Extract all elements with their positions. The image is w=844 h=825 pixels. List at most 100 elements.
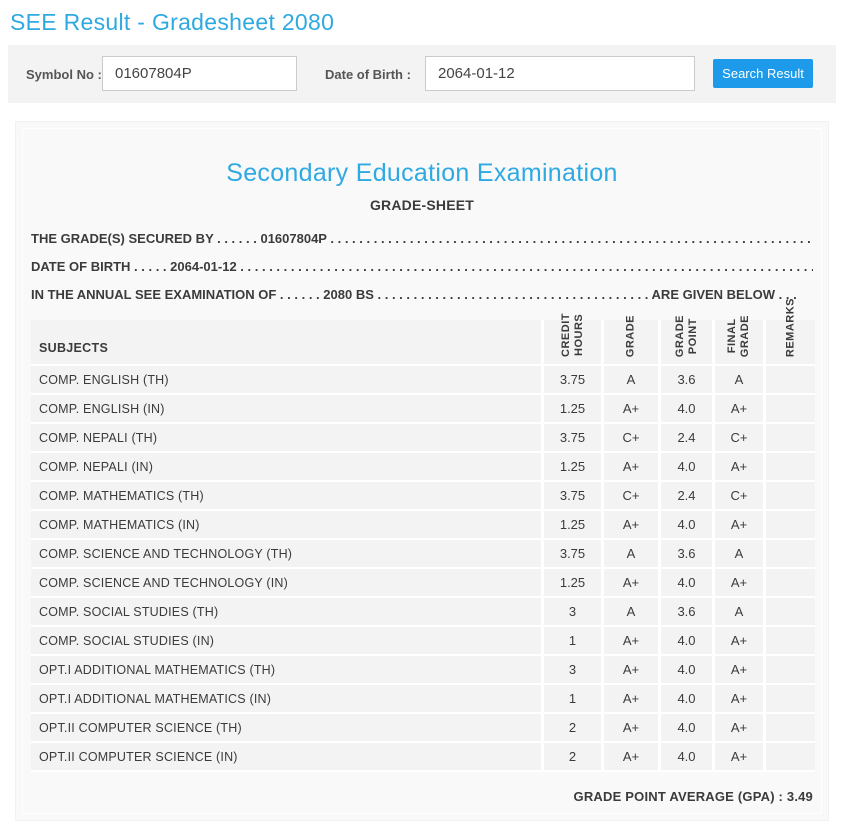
grade-cell: A — [604, 540, 661, 569]
subject-cell: COMP. NEPALI (IN) — [31, 453, 544, 482]
subject-cell: OPT.I ADDITIONAL MATHEMATICS (IN) — [31, 685, 544, 714]
info-lines: THE GRADE(S) SECURED BY . . . . . . 0160… — [31, 225, 813, 309]
dob-line-label: DATE OF BIRTH . . . . . — [31, 259, 167, 274]
remarks-cell — [766, 714, 815, 743]
dob-input[interactable] — [425, 56, 695, 91]
col-header-final-grade: FINAL GRADE — [715, 315, 766, 366]
subject-cell: OPT.II COMPUTER SCIENCE (IN) — [31, 743, 544, 772]
col-header-grade: GRADE — [604, 315, 661, 366]
grade-point-cell: 4.0 — [661, 714, 715, 743]
gradesheet-subtitle: GRADE-SHEET — [369, 197, 475, 213]
exam-year-label: IN THE ANNUAL SEE EXAMINATION OF . . . .… — [31, 287, 320, 302]
col-header-remarks: REMARKS — [766, 298, 815, 366]
table-row: COMP. MATHEMATICS (TH) 3.75 C+ 2.4 C+ — [31, 482, 815, 511]
final-grade-cell: A — [715, 598, 766, 627]
secured-by-line: THE GRADE(S) SECURED BY . . . . . . 0160… — [31, 225, 813, 253]
credit-hours-cell: 2 — [544, 714, 604, 743]
page-title: SEE Result - Gradesheet 2080 — [10, 9, 335, 35]
credit-hours-cell: 3.75 — [544, 366, 604, 395]
grades-table: SUBJECTS CREDIT HOURS GRADE GRADE POINT … — [31, 298, 815, 772]
remarks-cell — [766, 453, 815, 482]
grade-point-cell: 4.0 — [661, 743, 715, 772]
credit-hours-cell: 1.25 — [544, 453, 604, 482]
subject-cell: COMP. SOCIAL STUDIES (IN) — [31, 627, 544, 656]
table-row: COMP. SCIENCE AND TECHNOLOGY (IN) 1.25 A… — [31, 569, 815, 598]
table-row: COMP. NEPALI (IN) 1.25 A+ 4.0 A+ — [31, 453, 815, 482]
exam-year-value: 2080 BS — [323, 287, 374, 302]
subject-cell: OPT.II COMPUTER SCIENCE (TH) — [31, 714, 544, 743]
credit-hours-cell: 3.75 — [544, 424, 604, 453]
subject-cell: OPT.I ADDITIONAL MATHEMATICS (TH) — [31, 656, 544, 685]
table-row: COMP. SOCIAL STUDIES (TH) 3 A 3.6 A — [31, 598, 815, 627]
final-grade-cell: A — [715, 540, 766, 569]
credit-hours-cell: 1.25 — [544, 511, 604, 540]
table-row: OPT.II COMPUTER SCIENCE (IN) 2 A+ 4.0 A+ — [31, 743, 815, 772]
subject-cell: COMP. SCIENCE AND TECHNOLOGY (TH) — [31, 540, 544, 569]
final-grade-cell: A — [715, 366, 766, 395]
gpa-value: 3.49 — [786, 789, 813, 804]
grade-point-cell: 2.4 — [661, 424, 715, 453]
subject-cell: COMP. MATHEMATICS (IN) — [31, 511, 544, 540]
grade-point-cell: 2.4 — [661, 482, 715, 511]
table-row: COMP. ENGLISH (IN) 1.25 A+ 4.0 A+ — [31, 395, 815, 424]
remarks-cell — [766, 482, 815, 511]
grade-point-cell: 4.0 — [661, 511, 715, 540]
grades-table-header: SUBJECTS CREDIT HOURS GRADE GRADE POINT … — [31, 298, 815, 366]
credit-hours-cell: 1.25 — [544, 569, 604, 598]
credit-hours-cell: 1.25 — [544, 395, 604, 424]
credit-hours-cell: 3 — [544, 598, 604, 627]
grade-cell: A+ — [604, 511, 661, 540]
remarks-cell — [766, 511, 815, 540]
table-row: COMP. NEPALI (TH) 3.75 C+ 2.4 C+ — [31, 424, 815, 453]
exam-year-line: IN THE ANNUAL SEE EXAMINATION OF . . . .… — [31, 281, 813, 309]
secured-by-label: THE GRADE(S) SECURED BY . . . . . . — [31, 231, 257, 246]
credit-hours-cell: 3.75 — [544, 482, 604, 511]
are-given-below-text: ARE GIVEN BELOW . . . — [651, 287, 797, 302]
dotted-filler: . . . . . . . . . . . . . . . . . . . . … — [377, 287, 649, 302]
credit-hours-cell: 3.75 — [544, 540, 604, 569]
symbol-no-input[interactable] — [102, 56, 297, 91]
subject-cell: COMP. MATHEMATICS (TH) — [31, 482, 544, 511]
grade-cell: A+ — [604, 714, 661, 743]
final-grade-cell: A+ — [715, 511, 766, 540]
final-grade-cell: A+ — [715, 714, 766, 743]
credit-hours-cell: 1 — [544, 627, 604, 656]
table-row: OPT.II COMPUTER SCIENCE (TH) 2 A+ 4.0 A+ — [31, 714, 815, 743]
table-row: OPT.I ADDITIONAL MATHEMATICS (IN) 1 A+ 4… — [31, 685, 815, 714]
dotted-filler: . . . . . . . . . . . . . . . . . . . . … — [330, 231, 813, 246]
gradesheet-panel: Secondary Education Examination GRADE-SH… — [15, 121, 829, 821]
search-result-button[interactable]: Search Result — [713, 59, 813, 88]
col-header-grade-point: GRADE POINT — [661, 315, 715, 366]
remarks-cell — [766, 366, 815, 395]
dotted-filler: . . . . . . . . . . . . . . . . . . . . … — [240, 259, 813, 274]
table-row: OPT.I ADDITIONAL MATHEMATICS (TH) 3 A+ 4… — [31, 656, 815, 685]
grade-cell: A+ — [604, 569, 661, 598]
credit-hours-cell: 3 — [544, 656, 604, 685]
subject-cell: COMP. NEPALI (TH) — [31, 424, 544, 453]
remarks-cell — [766, 598, 815, 627]
remarks-cell — [766, 395, 815, 424]
remarks-cell — [766, 569, 815, 598]
table-row: COMP. SOCIAL STUDIES (IN) 1 A+ 4.0 A+ — [31, 627, 815, 656]
subject-cell: COMP. SOCIAL STUDIES (TH) — [31, 598, 544, 627]
final-grade-cell: A+ — [715, 685, 766, 714]
final-grade-cell: C+ — [715, 482, 766, 511]
remarks-cell — [766, 685, 815, 714]
search-bar: Symbol No : Date of Birth : Search Resul… — [8, 45, 836, 103]
grade-cell: A+ — [604, 685, 661, 714]
credit-hours-cell: 2 — [544, 743, 604, 772]
grade-point-cell: 4.0 — [661, 569, 715, 598]
dob-label: Date of Birth : — [325, 67, 411, 82]
subject-cell: COMP. ENGLISH (IN) — [31, 395, 544, 424]
final-grade-cell: A+ — [715, 743, 766, 772]
grade-cell: A+ — [604, 395, 661, 424]
grades-table-body: COMP. ENGLISH (TH) 3.75 A 3.6 A COMP. EN… — [31, 366, 815, 772]
grade-point-cell: 4.0 — [661, 656, 715, 685]
remarks-cell — [766, 656, 815, 685]
final-grade-cell: A+ — [715, 569, 766, 598]
dob-line: DATE OF BIRTH . . . . . 2064-01-12 . . .… — [31, 253, 813, 281]
remarks-cell — [766, 627, 815, 656]
exam-title: Secondary Education Examination — [226, 159, 618, 187]
grade-cell: C+ — [604, 424, 661, 453]
grade-cell: A+ — [604, 743, 661, 772]
